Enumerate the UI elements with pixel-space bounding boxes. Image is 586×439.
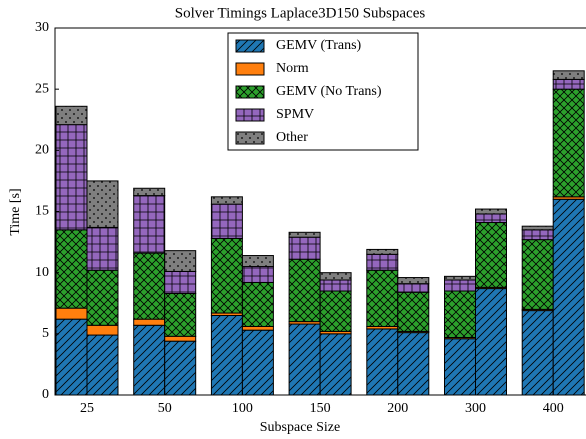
bar-segment [319,279,352,292]
bar-segment [552,88,585,198]
y-tick-label: 10 [35,265,49,280]
x-tick-label: 400 [543,401,564,416]
bar-segment [444,275,476,281]
bar-segment [475,208,507,215]
legend-swatch [235,85,265,99]
bar-segment [241,281,274,327]
x-tick-label: 150 [310,401,331,416]
y-tick-label: 5 [42,326,49,341]
legend-label: Other [276,130,308,145]
bar-segment [55,229,88,309]
legend-swatch [235,39,265,53]
bar-segment [521,225,554,231]
y-tick-label: 30 [35,20,49,35]
chart-title: Solver Timings Laplace3D150 Subspaces [175,5,426,21]
x-tick-label: 50 [158,401,172,416]
legend-label: GEMV (Trans) [276,38,362,53]
bar-segment [86,180,119,228]
bar-segment [86,269,119,326]
bar-segment [366,253,399,271]
bar-segment [210,203,243,239]
bar-segment [241,329,274,395]
bar-segment [55,105,88,126]
bar-segment [475,222,507,288]
plot-area [55,70,585,395]
x-axis-label: Subspace Size [260,420,340,435]
bar-segment [319,272,352,281]
bar-segment [319,290,352,332]
bar-segment [288,323,321,395]
bar-segment [552,198,585,395]
bar-segment [241,266,274,283]
bar-segment [521,239,554,310]
bar-segment [55,124,88,231]
bar-segment [241,255,274,268]
bar-segment [397,332,430,395]
bar-segment [133,318,166,326]
bar-segment [55,307,88,320]
legend-swatch [235,131,265,145]
bar-segment [444,279,476,292]
bar-segment [164,340,197,395]
bar-segment [366,328,399,395]
bar-segment [288,258,321,323]
y-axis-label: Time [s] [8,188,23,235]
legend-label: SPMV [276,107,314,122]
x-tick-label: 100 [232,401,253,416]
legend-label: GEMV (No Trans) [276,84,382,99]
bar-segment [552,78,585,90]
bar-segment [55,318,88,395]
bar-segment [133,252,166,320]
y-tick-label: 20 [35,143,49,158]
bar-segment [86,334,119,395]
bar-segment [210,314,243,395]
bar-segment [397,291,430,332]
bar-segment [210,237,243,314]
y-tick-label: 0 [42,387,49,402]
bar-segment [133,324,166,395]
bar-segment [164,292,197,337]
bar-segment [86,226,119,271]
legend-swatch [235,62,265,76]
y-tick-label: 15 [35,204,49,219]
bar-segment [86,324,119,336]
bar-segment [164,250,197,272]
bar-segment [288,231,321,238]
x-tick-label: 200 [387,401,408,416]
bar-segment [444,338,476,395]
bar-segment [164,270,197,294]
legend-label: Norm [276,61,309,76]
bar-segment [521,229,554,241]
bar-segment [397,283,430,293]
bar-segment [397,277,430,285]
bar-segment [475,213,507,224]
bar-segment [319,333,352,395]
bar-segment [133,195,166,254]
bar-segment [521,310,554,395]
bar-segment [444,290,476,339]
bar-segment [366,248,399,255]
y-tick-label: 25 [35,81,49,96]
legend-swatch [235,108,265,122]
bar-segment [164,335,197,342]
bar-segment [288,236,321,260]
bar-segment [133,187,166,197]
bar-segment [475,288,507,395]
x-tick-label: 25 [80,401,94,416]
bar-segment [366,269,399,327]
bar-segment [210,196,243,205]
x-tick-label: 300 [465,401,486,416]
bar-segment [552,70,585,80]
bar-segment [241,325,274,331]
